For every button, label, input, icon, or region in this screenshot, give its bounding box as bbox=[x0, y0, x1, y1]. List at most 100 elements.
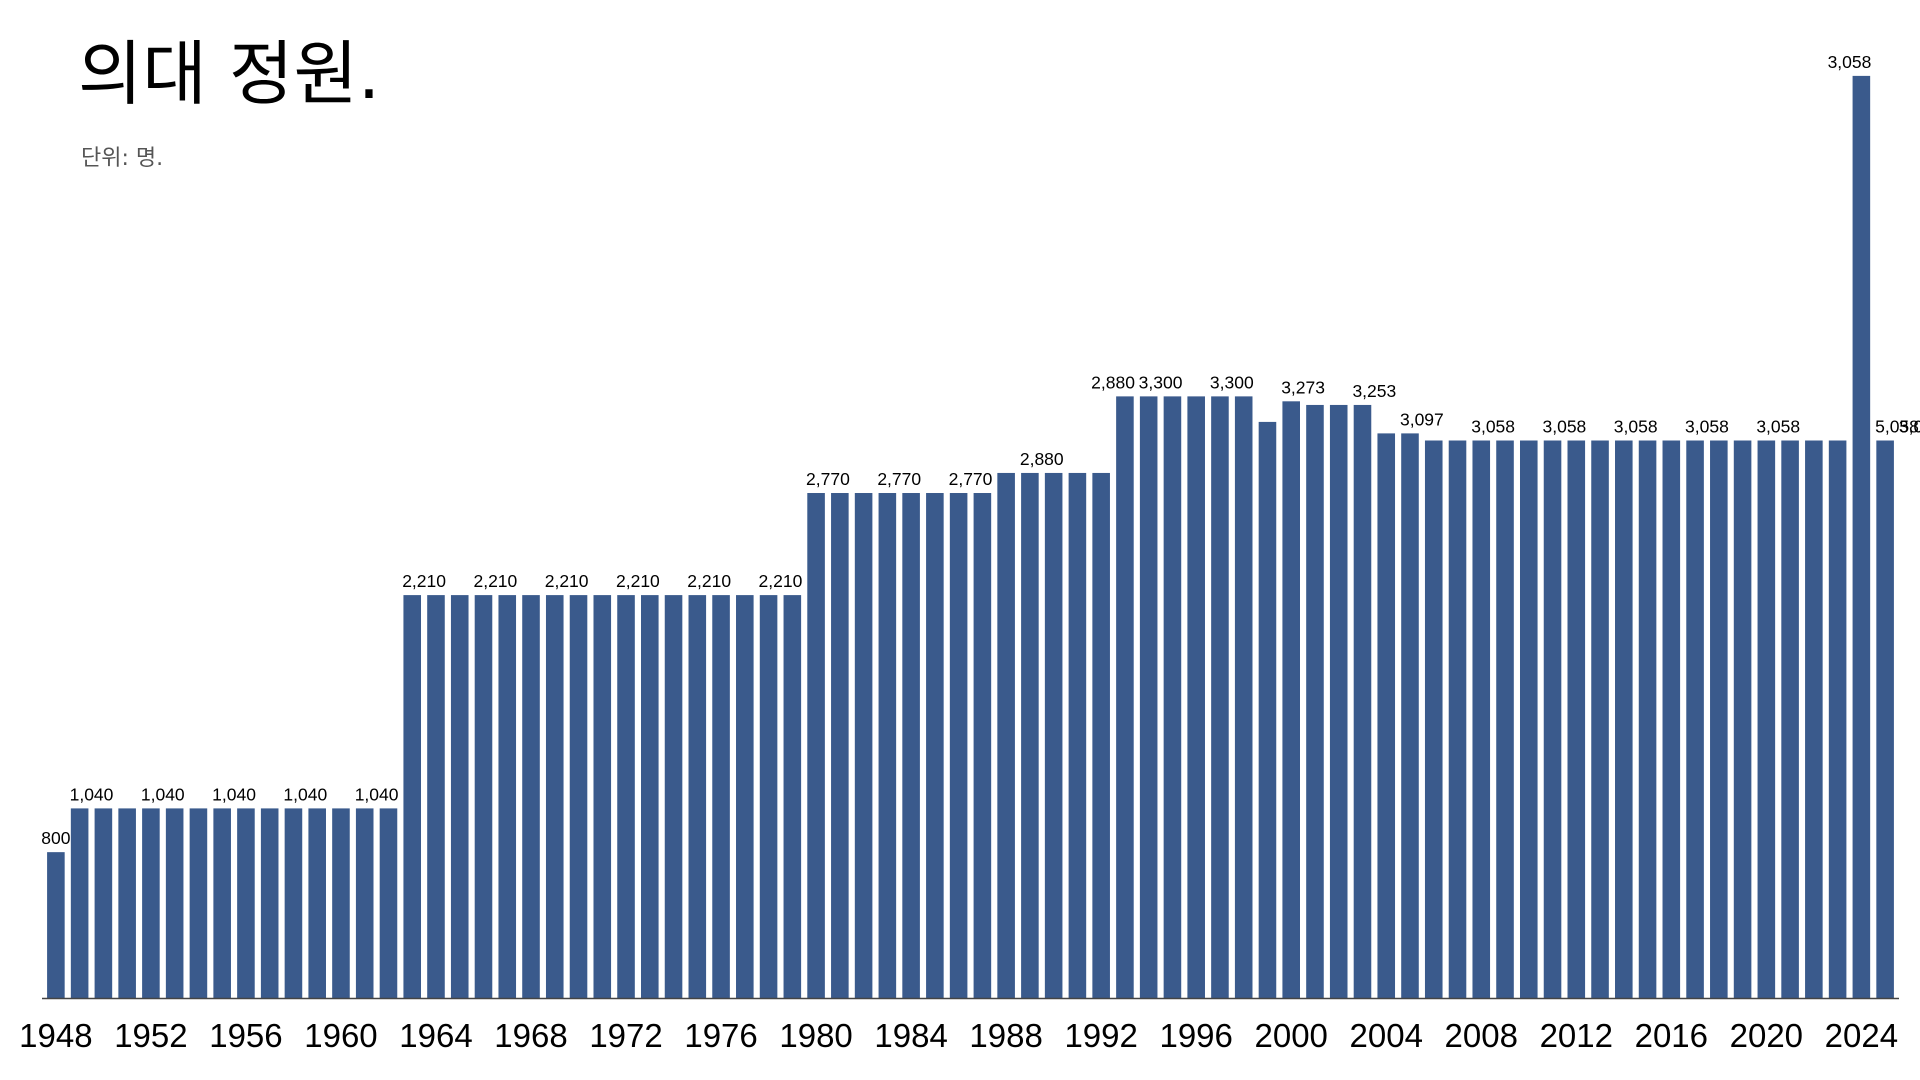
bar-1989 bbox=[1021, 472, 1039, 998]
bar-2011 bbox=[1543, 440, 1562, 998]
bar-2024 bbox=[1852, 75, 1871, 998]
bar-1996 bbox=[1187, 396, 1205, 998]
bar-1999 bbox=[1258, 421, 1277, 998]
bar-1959 bbox=[308, 808, 326, 998]
bar-2005 bbox=[1401, 433, 1419, 998]
data-label: 1,040 bbox=[283, 784, 327, 804]
bar-2025 bbox=[1876, 440, 1894, 998]
data-label: 3,300 bbox=[1210, 372, 1254, 392]
x-tick-labels-group: 1948 1952 1956 1960 1964 1968 1972 1976 1980 1984… bbox=[19, 1017, 1898, 1054]
bar-1949 bbox=[70, 808, 89, 998]
bar-1978 bbox=[759, 595, 778, 998]
x-tick-label: 2024 bbox=[1825, 1017, 1898, 1054]
data-label: 1,040 bbox=[355, 784, 399, 804]
data-label: 3,058 bbox=[1543, 417, 1587, 437]
bar-1948 bbox=[47, 852, 65, 998]
data-label: 5,058 bbox=[1875, 417, 1919, 437]
data-label: 3,058 bbox=[1899, 417, 1920, 437]
bar-1975 bbox=[688, 595, 707, 998]
bar-2015 bbox=[1638, 440, 1657, 998]
bar-2006 bbox=[1424, 440, 1443, 998]
bar-1957 bbox=[260, 808, 279, 998]
bar-1952 bbox=[142, 808, 160, 998]
bar-1998 bbox=[1234, 396, 1253, 998]
bar-1976 bbox=[712, 595, 730, 998]
x-tick-label: 1952 bbox=[114, 1017, 187, 1054]
bar-2014 bbox=[1615, 440, 1633, 998]
bar-1992 bbox=[1092, 472, 1110, 998]
x-tick-label: 1992 bbox=[1064, 1017, 1137, 1054]
x-tick-label: 1984 bbox=[874, 1017, 947, 1054]
data-label: 2,880 bbox=[1091, 372, 1135, 392]
data-label: 2,880 bbox=[1020, 449, 1064, 469]
data-label: 2,210 bbox=[616, 571, 660, 591]
data-label: 3,300 bbox=[1139, 372, 1183, 392]
bar-1981 bbox=[831, 493, 849, 998]
bar-1983 bbox=[878, 493, 897, 998]
data-label: 800 bbox=[41, 828, 70, 848]
bar-1963 bbox=[403, 595, 422, 998]
bar-1962 bbox=[379, 808, 398, 998]
x-tick-label: 1972 bbox=[589, 1017, 662, 1054]
chart-subtitle: 단위: 명. bbox=[81, 146, 164, 171]
data-label: 3,058 bbox=[1685, 417, 1729, 437]
data-label: 3,058 bbox=[1756, 417, 1800, 437]
bar-1973 bbox=[641, 595, 659, 998]
data-label: 1,040 bbox=[212, 784, 256, 804]
x-tick-label: 2008 bbox=[1445, 1017, 1518, 1054]
bar-2004 bbox=[1377, 433, 1396, 998]
bar-2010 bbox=[1519, 440, 1538, 998]
bar-1995 bbox=[1163, 396, 1182, 998]
bar-2019 bbox=[1733, 440, 1752, 998]
bar-1974 bbox=[664, 595, 683, 998]
bar-2013 bbox=[1591, 440, 1609, 998]
data-label: 3,058 bbox=[1614, 417, 1658, 437]
bar-1972 bbox=[617, 595, 635, 998]
x-tick-label: 1988 bbox=[969, 1017, 1042, 1054]
data-label: 1,040 bbox=[70, 784, 114, 804]
bar-2023 bbox=[1828, 440, 1847, 998]
x-tick-label: 1968 bbox=[494, 1017, 567, 1054]
x-tick-label: 2012 bbox=[1540, 1017, 1613, 1054]
bar-1984 bbox=[902, 493, 920, 998]
bar-2007 bbox=[1448, 440, 1467, 998]
data-label: 3,097 bbox=[1400, 409, 1444, 429]
bar-1982 bbox=[854, 493, 873, 998]
x-tick-label: 2004 bbox=[1350, 1017, 1423, 1054]
bars-group bbox=[47, 75, 1894, 998]
x-tick-label: 1996 bbox=[1159, 1017, 1232, 1054]
bar-2018 bbox=[1710, 440, 1728, 998]
bar-1988 bbox=[997, 472, 1015, 998]
data-label: 2,210 bbox=[545, 571, 589, 591]
data-labels-group: 800 1,040 1,040 1,040 1,040 1,040 2,210 2,210 2,… bbox=[41, 52, 1920, 848]
bar-2002 bbox=[1329, 404, 1348, 998]
bar-1994 bbox=[1139, 396, 1158, 998]
bar-1950 bbox=[94, 808, 113, 998]
bar-1955 bbox=[213, 808, 231, 998]
x-tick-label: 2016 bbox=[1635, 1017, 1708, 1054]
bar-1970 bbox=[569, 595, 588, 998]
bar-1977 bbox=[736, 595, 754, 998]
data-label: 3,058 bbox=[1471, 417, 1515, 437]
data-label: 1,040 bbox=[141, 784, 185, 804]
bar-2003 bbox=[1353, 404, 1372, 998]
data-label: 2,770 bbox=[806, 469, 850, 489]
bar-1971 bbox=[593, 595, 612, 998]
bar-1980 bbox=[807, 493, 825, 998]
bar-1969 bbox=[545, 595, 564, 998]
chart-title: 의대 정원. bbox=[78, 33, 381, 115]
bar-1956 bbox=[237, 808, 255, 998]
bar-1958 bbox=[284, 808, 303, 998]
bar-1991 bbox=[1068, 472, 1087, 998]
data-label: 2,210 bbox=[473, 571, 517, 591]
bar-1986 bbox=[949, 493, 968, 998]
x-tick-label: 1980 bbox=[779, 1017, 852, 1054]
bar-2017 bbox=[1686, 440, 1704, 998]
bar-1997 bbox=[1211, 396, 1229, 998]
bar-1953 bbox=[165, 808, 184, 998]
bar-1985 bbox=[926, 493, 944, 998]
bar-2020 bbox=[1757, 440, 1776, 998]
bar-2001 bbox=[1306, 404, 1324, 998]
data-label: 3,058 bbox=[1828, 52, 1872, 72]
